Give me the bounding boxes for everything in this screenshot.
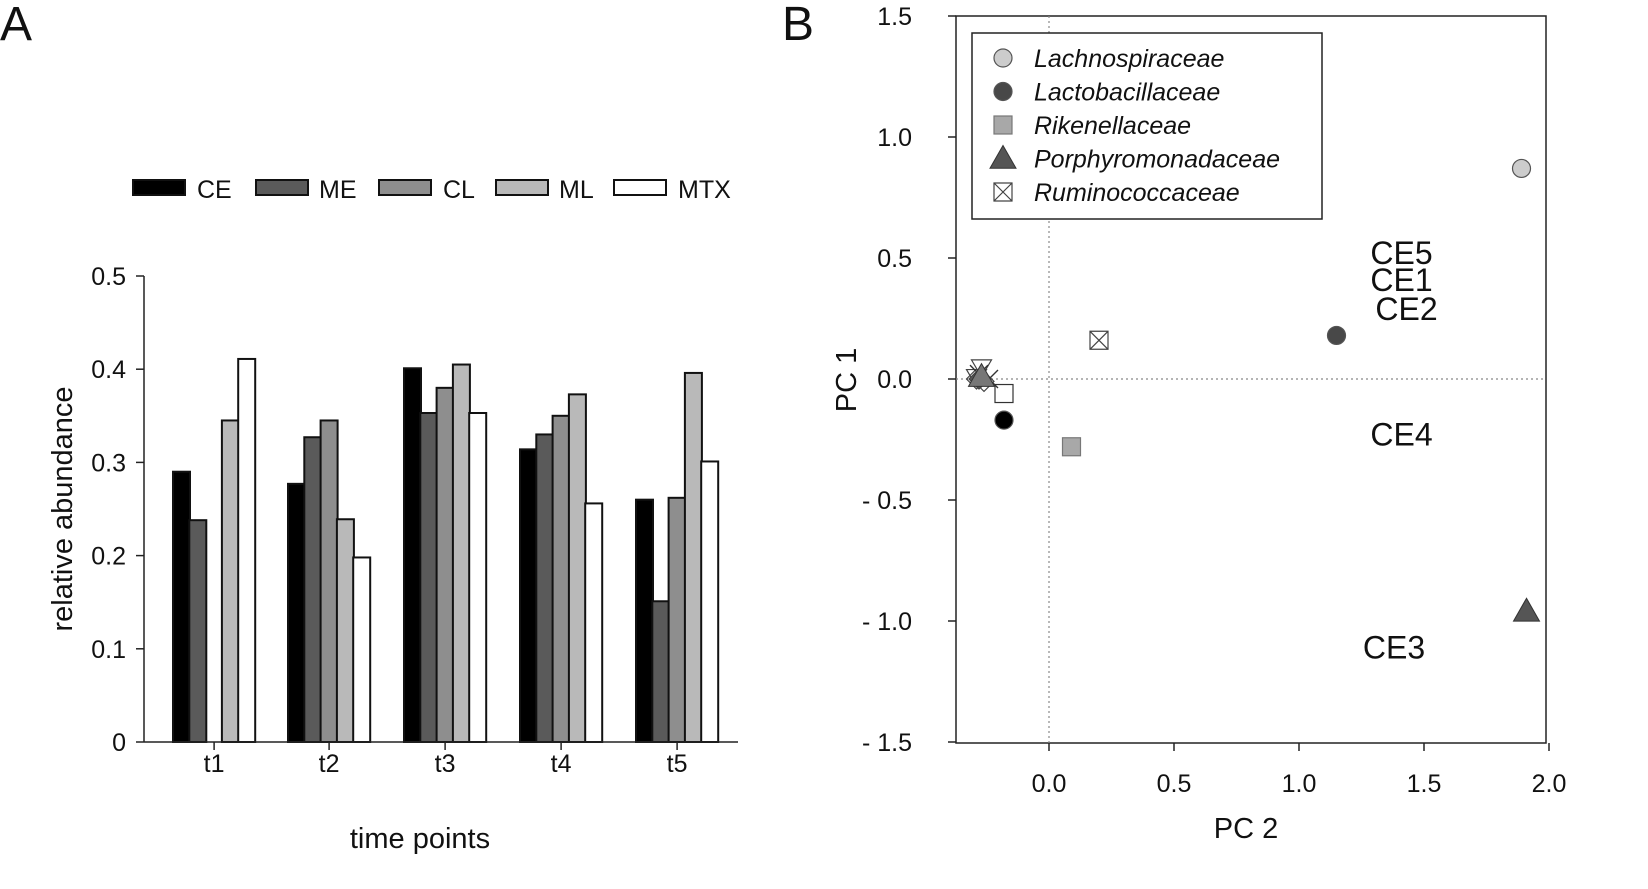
point-label-ce5: CE5 <box>1370 235 1432 271</box>
chart-a-y-tick-label: 0.2 <box>91 543 126 571</box>
chart-b-x-tick-label: 2.0 <box>1532 770 1567 798</box>
chart-a-y-tick-label: 0.5 <box>91 263 126 291</box>
bar-cl-t2 <box>319 419 339 743</box>
bar-ce-t1 <box>172 470 191 743</box>
legend-label-ce: CE <box>197 176 232 204</box>
bar-mtx-t2 <box>352 556 372 743</box>
legend-label-rumino: Ruminococcaceae <box>1034 179 1240 207</box>
chart-a-xlabel: time points <box>350 823 490 855</box>
chart-a-x-tick-label: t5 <box>667 750 688 778</box>
chart-b-legend: Lachnospiraceae Lactobacillaceae Rikenella… <box>971 32 1323 220</box>
point-lacto-6 <box>994 410 1014 430</box>
chart-a-x-tick-label: t4 <box>551 750 572 778</box>
bar-me-t5 <box>651 600 671 743</box>
bar-me-t2 <box>303 436 323 743</box>
bar-mtx-t3 <box>468 412 488 743</box>
chart-a-bars <box>172 357 720 744</box>
bar-mtx-t4 <box>584 502 604 743</box>
legend-marker-riken <box>993 115 1013 135</box>
bar-me-t4 <box>535 433 555 743</box>
chart-b-y-tick-label: - 0.5 <box>862 487 912 515</box>
chart-b-y-tick-label: - 1.5 <box>862 729 912 757</box>
chart-b-ylabel: PC 1 <box>831 348 863 412</box>
chart-a-y-tick-label: 0.4 <box>91 356 126 384</box>
bar-ml-t1 <box>220 419 240 743</box>
bar-cl-t4 <box>551 414 571 743</box>
point-rumino-4 <box>1089 330 1109 350</box>
legend-swatch-ml <box>495 179 549 196</box>
bar-mtx-t1 <box>237 357 257 743</box>
legend-marker-porphy <box>989 144 1017 169</box>
point-riken-2 <box>1061 437 1082 457</box>
point-cluster-14 <box>967 362 996 387</box>
point-riken-5 <box>994 383 1014 404</box>
bar-cl-t3 <box>435 386 455 743</box>
legend-swatch-me <box>255 179 309 196</box>
legend-swatch-mtx <box>613 179 667 196</box>
point-porphy-3 <box>1512 597 1541 622</box>
legend-marker-lachno <box>993 48 1013 68</box>
chart-a-y-tick-label: 0.1 <box>91 636 126 664</box>
legend-label-cl: CL <box>443 176 475 204</box>
bar-ml-t4 <box>567 393 587 743</box>
chart-a-legend: CE ME CL ML MTX <box>132 176 731 204</box>
legend-label-lachno: Lachnospiraceae <box>1034 45 1224 73</box>
legend-marker-rumino <box>993 182 1013 202</box>
legend-label-ml: ML <box>559 176 594 204</box>
legend-label-mtx: MTX <box>678 176 731 204</box>
legend-swatch-cl <box>378 179 432 196</box>
bar-me-t3 <box>419 412 439 743</box>
chart-b-x-tick-label: 0.0 <box>1032 770 1067 798</box>
chart-b-y-tick-label: 1.0 <box>877 124 912 152</box>
chart-b-legend-box <box>971 32 1323 220</box>
panel-label-a: A <box>0 0 32 51</box>
chart-b-x-tick-label: 0.5 <box>1157 770 1192 798</box>
chart-a-x-tick-label: t3 <box>435 750 456 778</box>
panel-label-b: B <box>782 0 814 51</box>
point-lacto-1 <box>1326 325 1347 346</box>
legend-swatch-ce <box>132 179 186 196</box>
bar-cl-t5 <box>667 496 687 744</box>
legend-label-lacto: Lactobacillaceae <box>1034 79 1220 107</box>
chart-b-x-tick-label: 1.5 <box>1407 770 1442 798</box>
chart-b-y-tick-label: 0.5 <box>877 245 912 273</box>
point-label-ce4: CE4 <box>1370 417 1432 453</box>
bar-ce-t3 <box>403 367 422 743</box>
legend-label-riken: Rikenellaceae <box>1034 112 1191 140</box>
bar-me-t1 <box>188 519 208 744</box>
chart-a-ylabel: relative abundance <box>47 386 79 631</box>
point-label-ce1: CE1 <box>1370 262 1432 298</box>
chart-b-y-tick-label: - 1.0 <box>862 608 912 636</box>
chart-a-axes: 0 0.1 0.2 0.3 0.4 0.5 t1 t2 t3 t4 t5 <box>91 263 738 778</box>
chart-b-y-tick-label: 1.5 <box>877 3 912 31</box>
legend-label-me: ME <box>319 176 357 204</box>
point-label-ce3: CE3 <box>1363 630 1425 666</box>
bar-ce-t2 <box>287 482 306 743</box>
point-lachno-0 <box>1511 158 1532 179</box>
chart-a-x-tick-label: t1 <box>204 750 225 778</box>
chart-a-x-tick-label: t2 <box>319 750 340 778</box>
chart-b-xlabel: PC 2 <box>1214 813 1278 845</box>
chart-b-x-tick-label: 1.0 <box>1282 770 1317 798</box>
bar-ml-t3 <box>451 363 471 743</box>
chart-a-y-tick-label: 0 <box>112 729 126 757</box>
bar-ml-t2 <box>335 518 355 744</box>
bar-ce-t5 <box>635 498 654 743</box>
legend-label-porphy: Porphyromonadaceae <box>1034 146 1280 174</box>
bar-ml-t5 <box>683 371 703 743</box>
chart-b-axes: 1.5 1.0 0.5 0.0 - 0.5 - 1.0 - 1.5 0.0 0.5 1.0 1.5 2… <box>862 3 1566 798</box>
bar-mtx-t5 <box>700 460 720 743</box>
chart-b-points <box>965 158 1541 622</box>
point-label-ce2: CE2 <box>1375 291 1437 327</box>
bar-ce-t4 <box>519 448 538 743</box>
legend-marker-lacto <box>993 81 1013 102</box>
chart-a-y-tick-label: 0.3 <box>91 449 126 477</box>
chart-b-y-tick-label: 0.0 <box>877 366 912 394</box>
